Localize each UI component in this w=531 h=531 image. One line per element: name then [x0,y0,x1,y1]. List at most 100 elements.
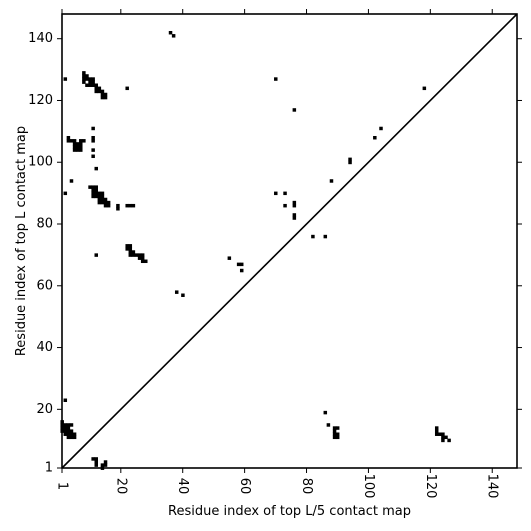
y-tick-label: 1 [45,461,53,476]
contact-point-upper [227,256,232,260]
contact-point-upper [379,126,383,131]
contact-point-upper [116,207,120,211]
contact-point-upper [79,142,83,146]
contact-point-upper [100,89,105,94]
contact-point-upper [140,253,145,257]
contact-point-upper [88,83,92,87]
contact-point-upper [100,200,105,205]
contact-point-upper [97,86,102,91]
contact-point-upper [311,234,315,239]
contact-point-upper [100,194,105,199]
contact-point-lower [91,457,95,461]
contact-point-upper [171,34,176,38]
contact-point-upper [94,86,98,91]
contact-point-upper [91,191,95,196]
contact-point-lower [332,429,337,433]
x-tick-label: 120 [423,474,438,499]
contact-point-lower [332,435,337,440]
x-tick-label: 60 [237,478,252,495]
contact-point-lower [66,426,71,430]
contact-point-upper [283,203,287,208]
contact-point-upper [106,203,111,208]
contact-point-lower [441,438,445,443]
contact-point-lower [66,429,71,433]
y-tick-label: 60 [36,278,53,293]
contact-point-lower [63,429,68,433]
contact-point-lower [335,435,340,440]
contact-point-upper [97,194,102,199]
contact-point-lower [69,432,74,436]
contact-point-upper [94,188,98,192]
contact-point-upper [82,74,86,78]
contact-point-upper [103,203,108,208]
contact-point-upper [103,200,108,205]
contact-point-lower [434,426,439,430]
contact-point-lower [94,460,98,464]
contact-point-upper [292,216,297,220]
contact-point-upper [131,253,136,257]
y-tick-label: 80 [36,217,53,232]
diagonal-line [61,13,518,469]
contact-point-upper [94,83,98,87]
x-axis-title: Residue index of top L/5 contact map [168,504,411,519]
contact-point-upper [283,191,287,196]
contact-point-upper [128,244,133,248]
contact-point-upper [103,95,108,100]
contact-point-lower [72,435,77,440]
contact-point-upper [239,262,244,267]
contact-point-upper [72,145,77,149]
contact-point-upper [174,290,179,294]
contact-point-upper [82,77,86,81]
contact-point-upper [85,74,89,78]
contact-point-upper [181,293,185,297]
contact-point-lower [323,410,328,415]
contact-point-upper [125,86,129,91]
contact-point-upper [236,262,241,267]
y-tick-label: 20 [36,402,53,417]
contact-point-upper [274,191,278,196]
contact-point-lower [63,432,68,436]
contact-point-lower [326,423,331,427]
contact-point-upper [91,194,95,199]
y-axis-title: Residue index of top L contact map [14,126,29,356]
contact-point-upper [91,126,95,131]
contact-point-upper [91,188,95,192]
contact-point-upper [79,139,83,143]
contact-point-lower [103,460,108,464]
contact-point-upper [82,139,86,143]
contact-point-upper [140,256,145,260]
contact-point-upper [91,135,95,140]
contact-point-lower [69,435,74,440]
contact-point-upper [348,157,352,162]
contact-point-upper [75,148,80,152]
contact-point-upper [85,83,89,87]
x-tick-label: 140 [485,474,500,499]
contact-point-lower [103,463,108,467]
contact-point-upper [97,89,102,94]
x-axis-ticks: 1 20 40 60 80 100 120 140 [55,9,500,498]
contact-point-upper [128,253,133,257]
contact-point-upper [274,77,278,81]
contact-point-upper [323,234,328,239]
contact-point-upper [144,259,148,264]
x-tick-label: 100 [361,474,376,499]
contact-point-upper [106,200,111,205]
contact-point-upper [134,253,139,257]
contact-point-lower [441,435,445,440]
contact-point-upper [131,250,136,254]
contact-point-upper [79,148,83,152]
contact-point-upper [91,154,95,159]
y-tick-label: 40 [36,340,53,355]
contact-point-upper [88,185,92,189]
contact-point-lower [69,429,74,433]
contact-point-lower [335,426,340,430]
contact-point-upper [292,203,297,208]
contact-point-upper [88,80,92,84]
contact-point-upper [66,135,71,140]
contact-point-upper [94,89,98,94]
contact-point-lower [72,432,77,436]
contact-point-lower [332,432,337,436]
contact-point-upper [91,185,95,189]
contact-point-lower [434,432,439,436]
